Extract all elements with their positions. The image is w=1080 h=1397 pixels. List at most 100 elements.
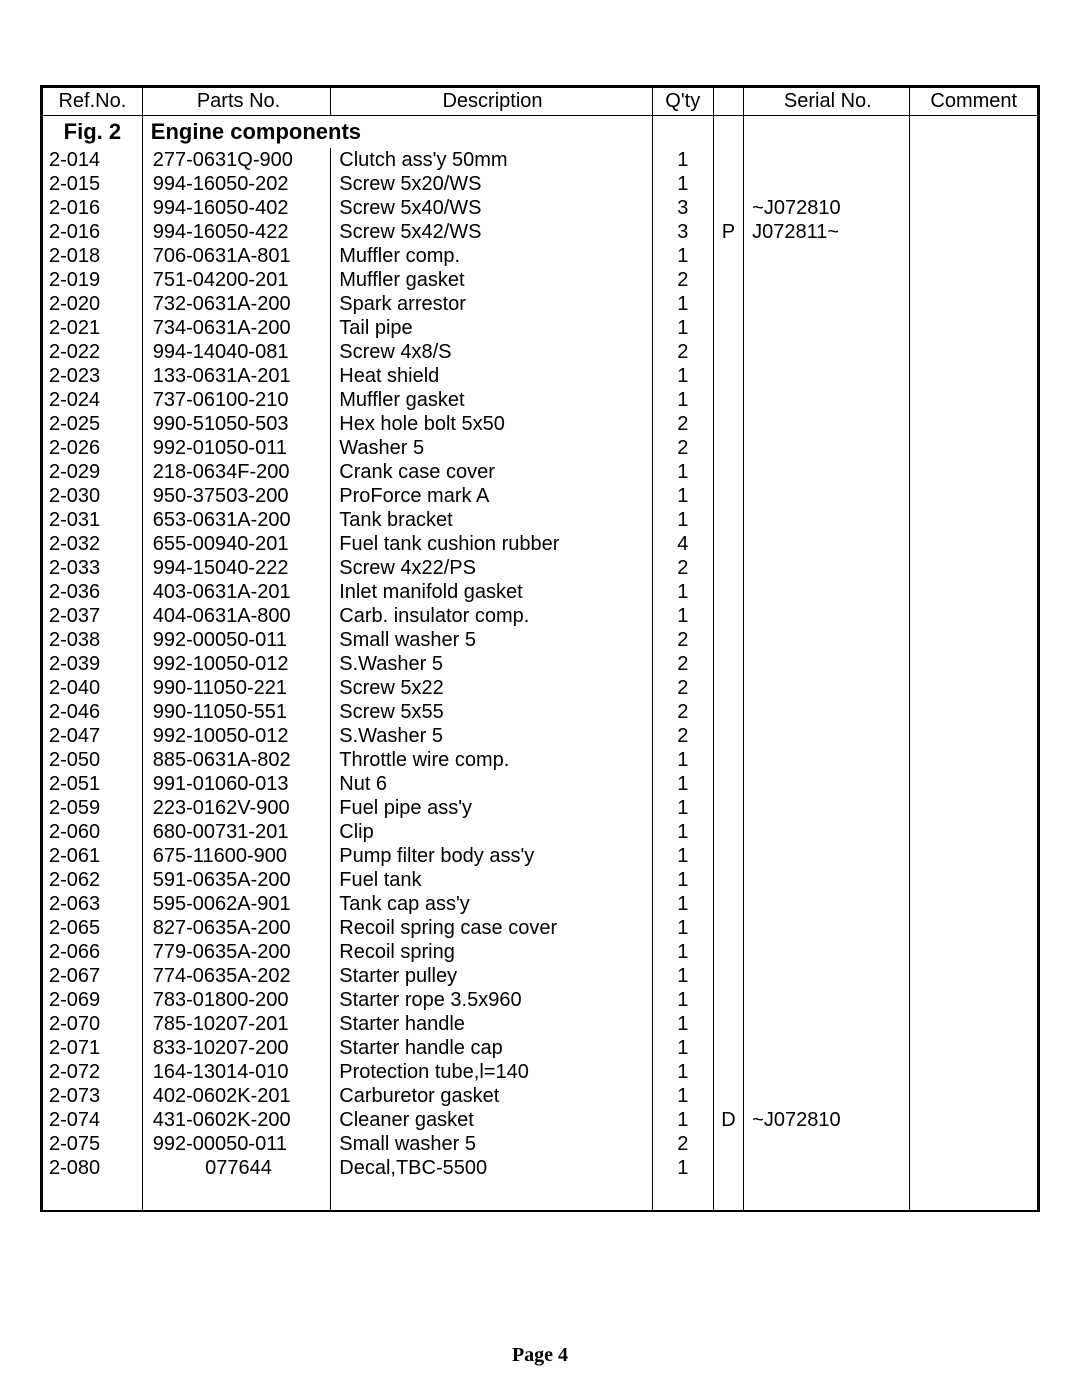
cell-qty: 1 (652, 940, 713, 964)
cell-ref: 2-039 (43, 652, 143, 676)
table-body: Fig. 2 Engine components 2-014 277-0631Q… (43, 116, 1038, 1211)
cell-qty: 2 (652, 700, 713, 724)
cell-desc: Screw 5x40/WS (331, 196, 653, 220)
cell-flag (713, 1012, 743, 1036)
cell-ref: 2-030 (43, 484, 143, 508)
cell-comment (910, 844, 1038, 868)
header-qty: Q'ty (652, 88, 713, 116)
cell (910, 1180, 1038, 1210)
cell-ref: 2-037 (43, 604, 143, 628)
cell-comment (910, 796, 1038, 820)
header-row: Ref.No. Parts No. Description Q'ty Seria… (43, 88, 1038, 116)
cell-parts: 737-06100-210 (142, 388, 330, 412)
cell-parts: 991-01060-013 (142, 772, 330, 796)
cell-comment (910, 988, 1038, 1012)
cell-qty: 2 (652, 340, 713, 364)
cell-flag (713, 196, 743, 220)
cell-desc: S.Washer 5 (331, 724, 653, 748)
cell-flag (713, 388, 743, 412)
table-row: 2-031 653-0631A-200 Tank bracket 1 (43, 508, 1038, 532)
cell-comment (910, 700, 1038, 724)
table-row: 2-039 992-10050-012 S.Washer 5 2 (43, 652, 1038, 676)
cell-serial (744, 820, 910, 844)
cell-qty: 1 (652, 316, 713, 340)
cell-flag (713, 484, 743, 508)
cell-qty: 1 (652, 820, 713, 844)
cell-qty: 1 (652, 772, 713, 796)
cell-ref: 2-072 (43, 1060, 143, 1084)
cell-flag (713, 340, 743, 364)
cell-serial (744, 1012, 910, 1036)
cell-flag (713, 604, 743, 628)
cell-desc: Pump filter body ass'y (331, 844, 653, 868)
cell-ref: 2-020 (43, 292, 143, 316)
cell-serial (744, 388, 910, 412)
cell-flag (713, 844, 743, 868)
table-row: 2-075 992-00050-011 Small washer 5 2 (43, 1132, 1038, 1156)
cell-serial: J072811~ (744, 220, 910, 244)
cell-comment (910, 1156, 1038, 1180)
header-parts: Parts No. (142, 88, 330, 116)
table-row: 2-029 218-0634F-200 Crank case cover 1 (43, 460, 1038, 484)
cell-comment (910, 1132, 1038, 1156)
cell-comment (910, 268, 1038, 292)
cell-qty: 2 (652, 436, 713, 460)
table-row: 2-025 990-51050-503 Hex hole bolt 5x50 2 (43, 412, 1038, 436)
cell-ref: 2-060 (43, 820, 143, 844)
cell-parts: 591-0635A-200 (142, 868, 330, 892)
cell-parts: 655-00940-201 (142, 532, 330, 556)
cell-ref: 2-025 (43, 412, 143, 436)
cell-parts: 706-0631A-801 (142, 244, 330, 268)
cell-parts: 133-0631A-201 (142, 364, 330, 388)
cell-parts: 680-00731-201 (142, 820, 330, 844)
cell (43, 1180, 143, 1210)
cell-serial (744, 148, 910, 172)
cell-parts: 077644 (142, 1156, 330, 1180)
cell-desc: Carb. insulator comp. (331, 604, 653, 628)
cell-ref: 2-050 (43, 748, 143, 772)
cell-flag (713, 892, 743, 916)
cell-serial (744, 364, 910, 388)
cell-serial (744, 1132, 910, 1156)
cell-serial (744, 940, 910, 964)
cell-parts: 403-0631A-201 (142, 580, 330, 604)
table-row: 2-073 402-0602K-201 Carburetor gasket 1 (43, 1084, 1038, 1108)
section-fig: Fig. 2 (43, 116, 143, 149)
cell-desc: Tank cap ass'y (331, 892, 653, 916)
cell-flag (713, 580, 743, 604)
cell-qty: 1 (652, 364, 713, 388)
cell-parts: 827-0635A-200 (142, 916, 330, 940)
cell-comment (910, 748, 1038, 772)
cell-desc: Screw 4x22/PS (331, 556, 653, 580)
cell-comment (910, 1060, 1038, 1084)
cell-ref: 2-018 (43, 244, 143, 268)
cell-comment (910, 1108, 1038, 1132)
cell-flag (713, 436, 743, 460)
cell-desc: Screw 5x22 (331, 676, 653, 700)
cell-qty: 1 (652, 580, 713, 604)
cell-flag (713, 772, 743, 796)
cell-comment (910, 364, 1038, 388)
cell-flag (713, 1036, 743, 1060)
cell-serial (744, 1060, 910, 1084)
table-row: 2-018 706-0631A-801 Muffler comp. 1 (43, 244, 1038, 268)
cell-flag (713, 748, 743, 772)
cell-serial (744, 1036, 910, 1060)
cell-desc: Muffler gasket (331, 388, 653, 412)
table-row: 2-069 783-01800-200 Starter rope 3.5x960… (43, 988, 1038, 1012)
cell-desc: Starter handle cap (331, 1036, 653, 1060)
cell-comment (910, 964, 1038, 988)
cell-flag (713, 820, 743, 844)
cell-parts: 994-16050-202 (142, 172, 330, 196)
cell-serial (744, 676, 910, 700)
cell-serial (744, 460, 910, 484)
cell-flag (713, 364, 743, 388)
cell-ref: 2-021 (43, 316, 143, 340)
cell-qty: 1 (652, 508, 713, 532)
cell-qty: 1 (652, 484, 713, 508)
cell-qty: 1 (652, 244, 713, 268)
cell-ref: 2-040 (43, 676, 143, 700)
cell-parts: 994-15040-222 (142, 556, 330, 580)
cell-desc: Clutch ass'y 50mm (331, 148, 653, 172)
table-row: 2-072 164-13014-010 Protection tube,l=14… (43, 1060, 1038, 1084)
